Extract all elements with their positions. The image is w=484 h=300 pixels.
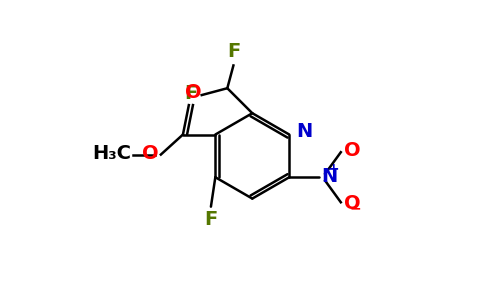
Text: O: O [344,141,361,160]
Text: F: F [204,210,217,229]
Text: F: F [227,42,240,61]
Text: −: − [350,202,362,216]
Text: +: + [327,162,339,176]
Text: O: O [184,82,201,102]
Text: H₃C: H₃C [92,144,132,163]
Text: N: N [297,122,313,141]
Text: O: O [344,194,361,213]
Text: F: F [184,84,197,103]
Text: N: N [322,167,338,186]
Text: O: O [142,144,158,163]
